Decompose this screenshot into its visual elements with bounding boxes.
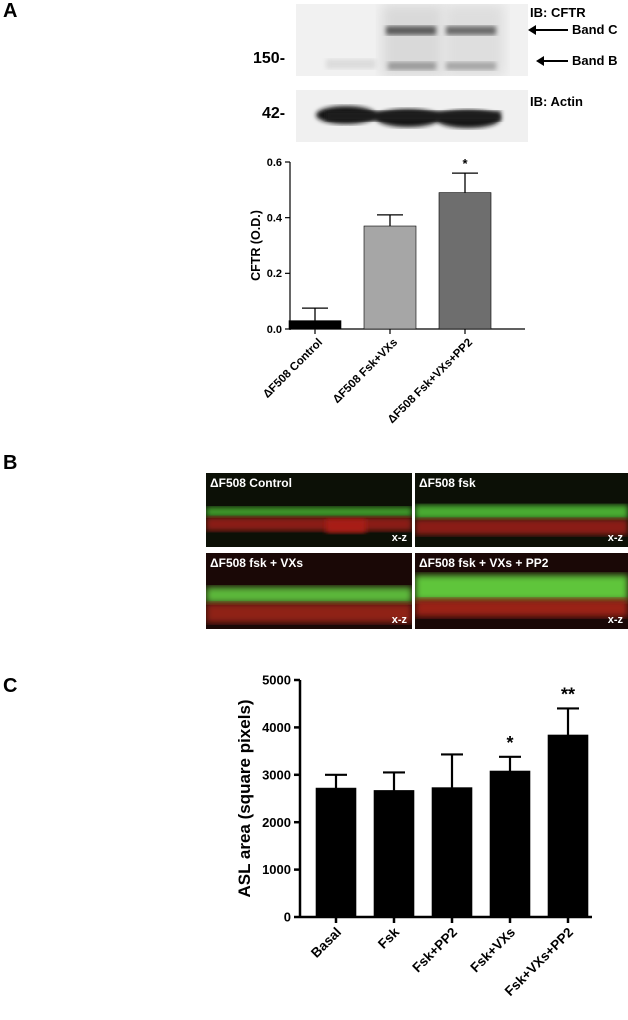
y-tick-label: 0.4	[267, 213, 283, 225]
image-title: ΔF508 fsk + VXs + PP2	[419, 556, 549, 570]
confocal-xz-image	[415, 553, 628, 629]
confocal-image-control: ΔF508 Control x-z	[206, 473, 412, 547]
x-category-label: Fsk+PP2	[409, 925, 460, 976]
y-tick-label: 4000	[262, 720, 291, 735]
y-tick-label: 0.0	[267, 324, 282, 336]
x-category-label: ΔF508 Fsk+VXs	[331, 337, 400, 406]
image-axis-label: x-z	[607, 614, 623, 626]
image-axis-label: x-z	[607, 532, 623, 544]
x-category-label: Basal	[308, 925, 344, 961]
band-c-label: Band C	[572, 22, 618, 37]
ib-cftr-label: IB: CFTR	[530, 5, 586, 20]
cftr-blot-image	[296, 4, 528, 76]
band-b-arrowhead-icon	[536, 56, 544, 66]
image-title: ΔF508 fsk	[419, 476, 476, 490]
confocal-xz-image	[206, 473, 412, 547]
significance-marker: *	[506, 733, 513, 753]
y-axis-title: CFTR (O.D.)	[249, 210, 263, 281]
image-axis-label: x-z	[391, 532, 407, 544]
y-tick-label: 2000	[262, 815, 291, 830]
confocal-image-fsk-vxs-pp2: ΔF508 fsk + VXs + PP2 x-z	[415, 553, 628, 629]
ib-actin-label: IB: Actin	[530, 94, 583, 109]
significance-marker: *	[462, 156, 468, 171]
bar	[431, 787, 473, 918]
band-c-arrow	[530, 29, 568, 31]
actin-blot-image	[296, 90, 528, 142]
image-axis-label: x-z	[391, 614, 407, 626]
band-b-arrow	[540, 60, 568, 62]
panel-a-letter: A	[3, 0, 18, 22]
mw-marker-42: 42-	[262, 105, 286, 122]
confocal-xz-image	[415, 473, 628, 547]
confocal-xz-image	[206, 553, 412, 629]
image-title: ΔF508 fsk + VXs	[210, 556, 304, 570]
panel-b-letter: B	[3, 452, 18, 474]
y-tick-label: 0.6	[267, 157, 282, 169]
band-b-label: Band B	[572, 53, 618, 68]
bar	[438, 192, 492, 330]
bar	[288, 320, 342, 330]
y-tick-label: 5000	[262, 673, 291, 688]
confocal-image-fsk: ΔF508 fsk x-z	[415, 473, 628, 547]
x-category-label: ΔF508 Fsk+VXs+PP2	[386, 337, 475, 426]
x-category-label: Fsk+VXs	[467, 925, 518, 976]
y-tick-label: 1000	[262, 862, 291, 877]
y-axis-title: ASL area (square pixels)	[235, 699, 254, 897]
mw-marker-150: 150-	[253, 50, 286, 67]
bar	[547, 734, 589, 918]
cftr-western-blot	[296, 4, 528, 76]
bar	[489, 770, 531, 918]
x-category-label: ΔF508 Control	[261, 337, 325, 401]
band-c-arrowhead-icon	[528, 25, 536, 35]
image-title: ΔF508 Control	[210, 476, 292, 490]
actin-western-blot	[296, 90, 528, 142]
confocal-image-fsk-vxs: ΔF508 fsk + VXs x-z	[206, 553, 412, 629]
bar	[373, 790, 415, 918]
y-tick-label: 0	[284, 910, 291, 925]
asl-area-bar-chart: 0 1000 2000 3000 4000 5000 ASL area (square pi…	[235, 673, 592, 999]
significance-marker: **	[561, 684, 575, 704]
y-tick-label: 0.2	[267, 268, 282, 280]
bar	[363, 225, 417, 330]
y-tick-label: 3000	[262, 767, 291, 782]
bar	[315, 787, 357, 918]
panel-c-letter: C	[3, 675, 18, 697]
x-category-label: Fsk	[375, 924, 402, 951]
